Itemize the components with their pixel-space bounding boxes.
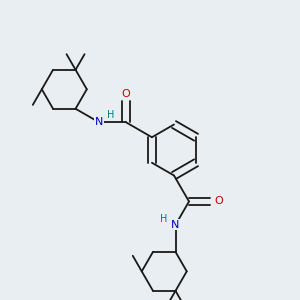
Text: O: O	[122, 89, 130, 99]
Text: O: O	[214, 196, 223, 206]
Text: N: N	[171, 220, 180, 230]
Text: H: H	[160, 214, 167, 224]
Text: H: H	[107, 110, 115, 120]
Text: N: N	[95, 117, 103, 127]
